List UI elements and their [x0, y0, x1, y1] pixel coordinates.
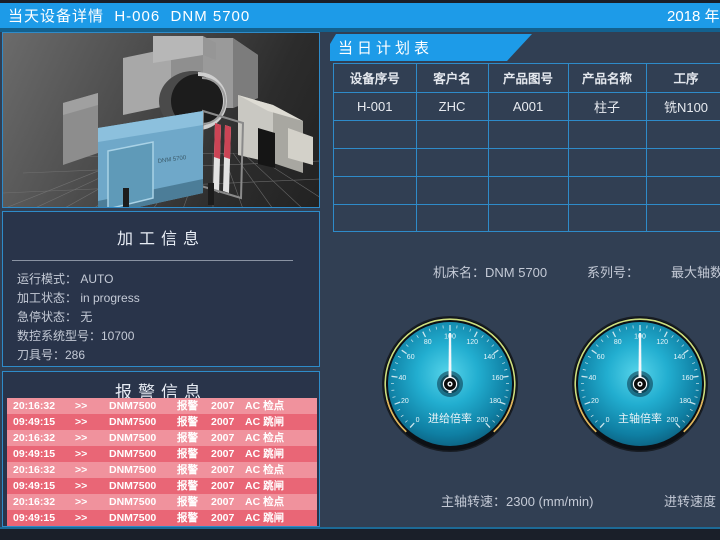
svg-text:40: 40 — [399, 375, 407, 382]
svg-text:40: 40 — [589, 375, 597, 382]
svg-text:120: 120 — [466, 339, 478, 346]
svg-text:进给倍率: 进给倍率 — [428, 411, 472, 425]
svg-text:140: 140 — [483, 354, 495, 361]
svg-text:80: 80 — [424, 339, 432, 346]
svg-text:60: 60 — [597, 354, 605, 361]
svg-text:120: 120 — [656, 339, 668, 346]
svg-text:20: 20 — [591, 398, 599, 405]
svg-text:160: 160 — [492, 375, 504, 382]
svg-text:180: 180 — [489, 398, 501, 405]
svg-text:200: 200 — [477, 417, 489, 424]
svg-text:200: 200 — [667, 417, 679, 424]
svg-text:80: 80 — [614, 339, 622, 346]
svg-text:主轴倍率: 主轴倍率 — [618, 411, 662, 425]
svg-text:160: 160 — [682, 375, 694, 382]
svg-text:0: 0 — [606, 417, 610, 424]
svg-text:0: 0 — [416, 417, 420, 424]
svg-text:20: 20 — [401, 398, 409, 405]
svg-text:60: 60 — [407, 354, 415, 361]
svg-text:140: 140 — [673, 354, 685, 361]
svg-text:180: 180 — [679, 398, 691, 405]
